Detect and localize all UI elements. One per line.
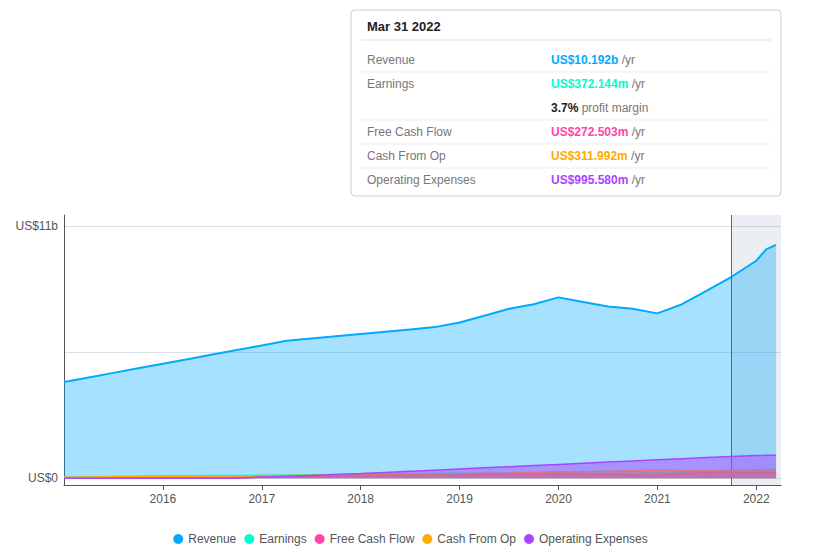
svg-text:US$311.992m: US$311.992m [551,149,628,163]
svg-text:/yr: /yr [618,53,635,67]
svg-text:Operating Expenses: Operating Expenses [367,173,476,187]
svg-text:Cash From Op: Cash From Op [367,149,446,163]
svg-text:/yr: /yr [628,149,645,163]
svg-text:Revenue: Revenue [367,53,415,67]
svg-text:Revenue: Revenue [188,532,236,546]
svg-text:US$11b: US$11b [16,219,59,233]
svg-text:Earnings: Earnings [259,532,306,546]
svg-text:profit margin: profit margin [578,101,648,115]
svg-text:Mar 31 2022: Mar 31 2022 [367,19,441,34]
svg-text:3.7%: 3.7% [551,101,579,115]
svg-text:/yr: /yr [628,173,645,187]
svg-text:2018: 2018 [347,492,374,506]
svg-text:Earnings: Earnings [367,77,414,91]
svg-text:2017: 2017 [248,492,275,506]
svg-text:Free Cash Flow: Free Cash Flow [367,125,452,139]
svg-text:US$372.144m: US$372.144m [551,77,628,91]
svg-text:2016: 2016 [150,492,177,506]
svg-text:US$10.192b: US$10.192b [551,53,618,67]
svg-text:US$995.580m: US$995.580m [551,173,628,187]
svg-text:US$272.503m: US$272.503m [551,125,628,139]
svg-text:2020: 2020 [545,492,572,506]
svg-text:Free Cash Flow: Free Cash Flow [330,532,415,546]
svg-text:Operating Expenses: Operating Expenses [539,532,648,546]
svg-text:2019: 2019 [446,492,473,506]
svg-text:Cash From Op: Cash From Op [437,532,516,546]
svg-text:/yr: /yr [628,77,645,91]
svg-text:2022: 2022 [743,492,770,506]
svg-text:2021: 2021 [644,492,671,506]
svg-text:/yr: /yr [628,125,645,139]
svg-text:US$0: US$0 [28,471,58,485]
